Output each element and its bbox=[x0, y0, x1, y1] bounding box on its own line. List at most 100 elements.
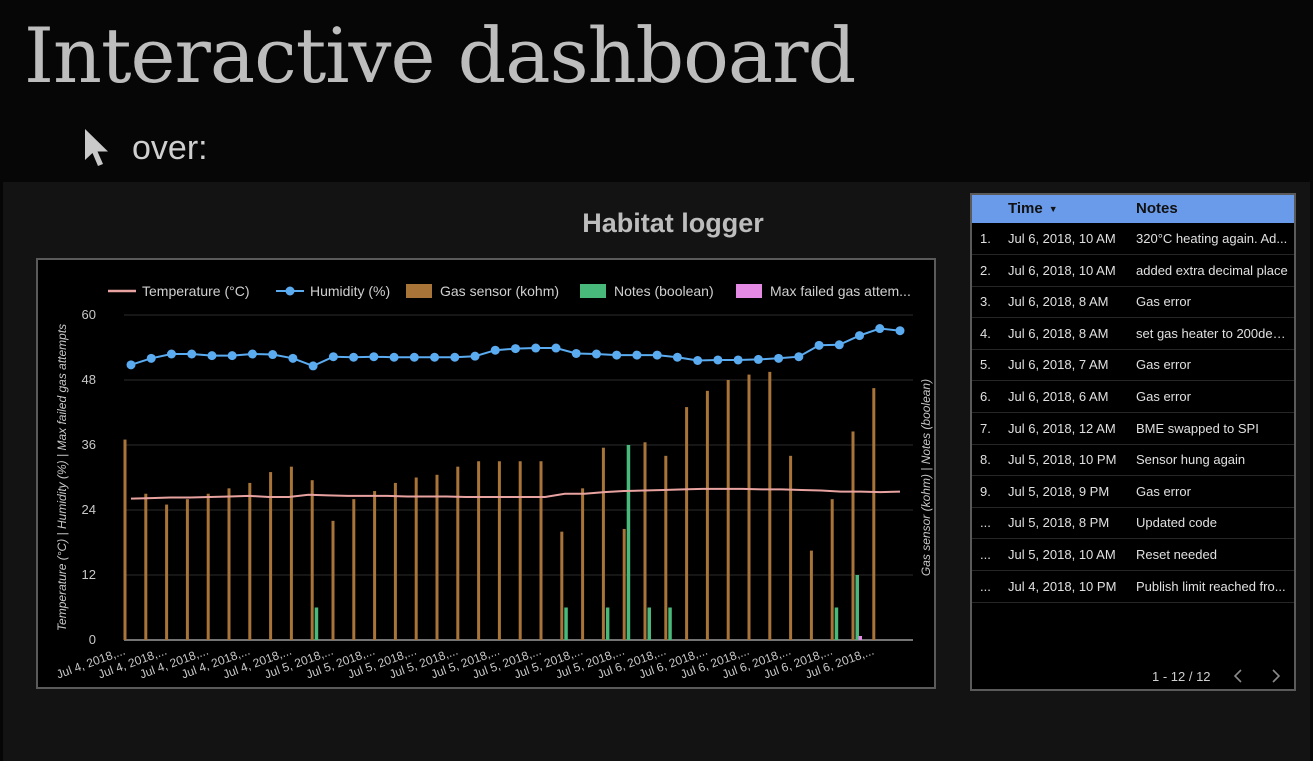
humidity-point bbox=[855, 331, 865, 341]
humidity-point bbox=[207, 351, 217, 361]
humidity-point bbox=[571, 348, 581, 358]
temperature-line bbox=[130, 487, 901, 500]
row-index: 4. bbox=[980, 325, 991, 341]
humidity-point bbox=[531, 343, 541, 353]
humidity-point bbox=[349, 352, 359, 362]
legend-swatch-box bbox=[580, 284, 606, 298]
table-row[interactable]: 9. Jul 5, 2018, 9 PM Gas error bbox=[972, 476, 1294, 508]
notes-bar bbox=[855, 575, 859, 640]
notes-bar bbox=[564, 607, 568, 640]
row-note: set gas heater to 200deg... bbox=[1136, 325, 1290, 341]
humidity-point bbox=[409, 352, 419, 362]
gas-bar bbox=[705, 390, 709, 640]
gas-bar bbox=[144, 493, 148, 640]
row-time: Jul 6, 2018, 10 AM bbox=[1008, 262, 1116, 278]
table-row[interactable]: ... Jul 5, 2018, 8 PM Updated code bbox=[972, 507, 1294, 540]
humidity-point bbox=[875, 324, 885, 334]
habitat-chart[interactable]: 0 12 24 36 48 60 Temperature (°C) | Humidity (… bbox=[36, 258, 936, 689]
row-note: added extra decimal place bbox=[1136, 262, 1288, 278]
humidity-point bbox=[591, 349, 601, 359]
sort-descending-icon[interactable]: ▼ bbox=[1048, 204, 1058, 214]
gas-bar bbox=[248, 482, 252, 640]
y-tick-label: 36 bbox=[82, 437, 96, 452]
table-row[interactable]: 8. Jul 5, 2018, 10 PM Sensor hung again bbox=[972, 444, 1294, 477]
humidity-point bbox=[187, 349, 197, 359]
gas-bar bbox=[393, 482, 397, 640]
table-row[interactable]: 4. Jul 6, 2018, 8 AM set gas heater to 200… bbox=[972, 318, 1294, 350]
humidity-point bbox=[551, 343, 561, 353]
row-time: Jul 6, 2018, 8 AM bbox=[1008, 294, 1109, 310]
humidity-point bbox=[713, 355, 723, 365]
humidity-point bbox=[166, 349, 176, 359]
y-axis-title-left: Temperature (°C) | Humidity (%) | Max fa… bbox=[55, 324, 69, 631]
humidity-point bbox=[895, 326, 905, 336]
row-note: Reset needed bbox=[1136, 547, 1217, 562]
chart-svg[interactable]: 0 12 24 36 48 60 Temperature (°C) | Humidity (… bbox=[38, 260, 934, 687]
table-row[interactable]: 1. Jul 6, 2018, 10 AM 320°C heating again.… bbox=[972, 223, 1294, 255]
y-tick-label: 12 bbox=[82, 567, 96, 582]
table-row[interactable]: 7. Jul 6, 2018, 12 AM BME swapped to SPI bbox=[972, 413, 1294, 445]
humidity-point bbox=[328, 352, 338, 362]
notes-table[interactable]: Time ▼ Notes 1. Jul 6, 2018, 10 AM 320°C he… bbox=[970, 193, 1296, 691]
row-index: 3. bbox=[980, 294, 991, 310]
humidity-point bbox=[672, 352, 682, 362]
gas-bar bbox=[789, 455, 793, 640]
humidity-point bbox=[227, 351, 237, 361]
row-note: Sensor hung again bbox=[1136, 452, 1246, 468]
report-title: Habitat logger bbox=[582, 208, 764, 238]
row-index: 6. bbox=[980, 389, 991, 404]
notes-bar bbox=[626, 445, 631, 640]
gas-bar bbox=[809, 550, 813, 640]
row-note: Gas error bbox=[1136, 483, 1191, 499]
gas-bar bbox=[289, 466, 293, 640]
legend-label: Temperature (°C) bbox=[142, 283, 250, 299]
row-note: 320°C heating again. Ad... bbox=[1136, 231, 1288, 246]
table-row[interactable]: ... Jul 5, 2018, 10 AM Reset needed bbox=[972, 539, 1294, 571]
humidity-point bbox=[753, 354, 763, 364]
chevron-left-icon[interactable] bbox=[1230, 667, 1246, 685]
gas-bar bbox=[310, 480, 314, 640]
time-column-header[interactable]: Time ▼ bbox=[1008, 195, 1058, 223]
gas-bar bbox=[414, 477, 418, 640]
row-time: Jul 6, 2018, 6 AM bbox=[1008, 389, 1109, 404]
row-index: ... bbox=[980, 578, 991, 594]
gas-bar bbox=[664, 455, 668, 640]
humidity-point bbox=[470, 351, 480, 361]
y-tick-label: 24 bbox=[82, 502, 96, 517]
max-failed-bar bbox=[858, 636, 862, 640]
humidity-point bbox=[632, 350, 642, 360]
time-header-label: Time bbox=[1008, 200, 1043, 217]
table-row[interactable]: 6. Jul 6, 2018, 6 AM Gas error bbox=[972, 381, 1294, 413]
notes-column-header[interactable]: Notes bbox=[1136, 200, 1178, 217]
notes-bar bbox=[834, 607, 839, 640]
row-index: 7. bbox=[980, 420, 991, 436]
humidity-point bbox=[834, 340, 844, 350]
table-row[interactable]: 2. Jul 6, 2018, 10 AM added extra decimal … bbox=[972, 255, 1294, 287]
table-row[interactable]: ... Jul 4, 2018, 10 PM Publish limit reach… bbox=[972, 571, 1294, 603]
gas-bar bbox=[851, 431, 855, 640]
notes-bar bbox=[314, 607, 319, 640]
chevron-right-icon[interactable] bbox=[1268, 667, 1284, 685]
gas-bar bbox=[269, 472, 273, 640]
row-note: Updated code bbox=[1136, 515, 1217, 531]
pagination-text: 1 - 12 / 12 bbox=[1152, 669, 1211, 684]
table-row[interactable]: 3. Jul 6, 2018, 8 AM Gas error bbox=[972, 286, 1294, 319]
humidity-point bbox=[490, 345, 500, 355]
row-time: Jul 6, 2018, 8 AM bbox=[1008, 325, 1109, 341]
row-index: 9. bbox=[980, 483, 991, 499]
humidity-point bbox=[511, 344, 520, 354]
y-tick-label: 48 bbox=[82, 372, 96, 387]
gas-bar bbox=[352, 499, 356, 640]
humidity-point bbox=[247, 349, 257, 359]
notes-bar bbox=[647, 607, 651, 640]
legend-label: Max failed gas attem... bbox=[770, 283, 911, 299]
gas-bar bbox=[477, 461, 481, 640]
y-tick-label: 60 bbox=[82, 307, 96, 322]
gas-bar bbox=[227, 488, 231, 640]
row-note: Publish limit reached fro... bbox=[1136, 578, 1286, 594]
mouse-pointer-icon bbox=[85, 129, 108, 166]
gas-bar bbox=[123, 439, 127, 640]
row-time: Jul 6, 2018, 12 AM bbox=[1008, 420, 1116, 436]
humidity-point bbox=[794, 352, 804, 362]
table-row[interactable]: 5. Jul 6, 2018, 7 AM Gas error bbox=[972, 349, 1294, 382]
